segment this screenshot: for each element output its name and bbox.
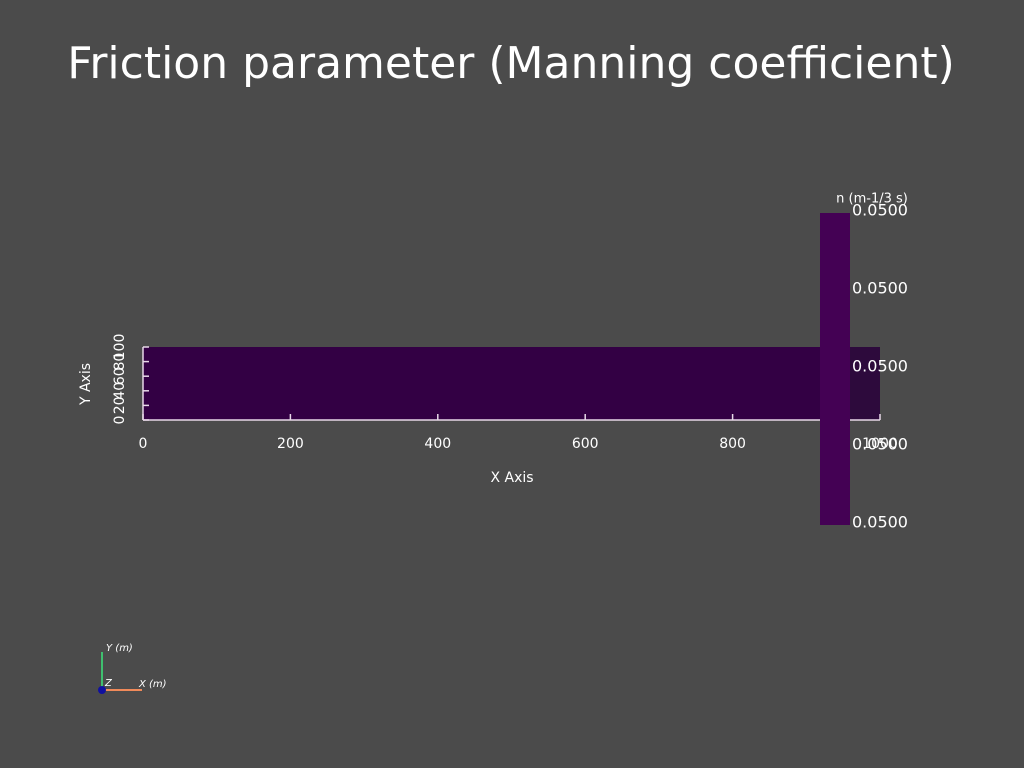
axis-x-label: X (m)	[138, 679, 167, 690]
title: Friction parameter (Manning coefficient)	[67, 38, 955, 89]
y-axis-label: Y Axis	[78, 363, 94, 406]
colorbar-label: 0.0500	[852, 201, 908, 220]
colorbar-title: n (m-1/3 s)	[836, 192, 908, 207]
y-tick-label: 20	[112, 396, 128, 414]
colorbar	[820, 213, 850, 525]
axis-z-dot	[98, 686, 106, 694]
x-tick-label: 800	[719, 436, 746, 452]
x-tick-label: 0	[139, 436, 148, 452]
axis-y-label: Y (m)	[106, 643, 133, 654]
axis-z-label: Z	[104, 678, 113, 689]
x-tick-label: 1000	[862, 436, 898, 452]
x-tick-label: 200	[277, 436, 304, 452]
x-tick-label: 600	[572, 436, 599, 452]
x-tick-label: 400	[424, 436, 451, 452]
field-surface	[143, 347, 880, 420]
y-tick-label: 60	[112, 367, 128, 385]
orientation-axes: Y (m) X (m) Z	[98, 643, 167, 694]
colorbar-label: 0.0500	[852, 435, 908, 454]
y-tick-label: 40	[112, 382, 128, 400]
colorbar-label: 0.0500	[852, 357, 908, 376]
y-tick-label: 0	[112, 416, 128, 425]
colorbar-label: 0.0500	[852, 513, 908, 532]
y-tick-label: 80	[112, 353, 128, 371]
x-axis-label: X Axis	[490, 470, 533, 486]
colorbar-label: 0.0500	[852, 279, 908, 298]
y-tick-label: 100	[112, 334, 128, 361]
